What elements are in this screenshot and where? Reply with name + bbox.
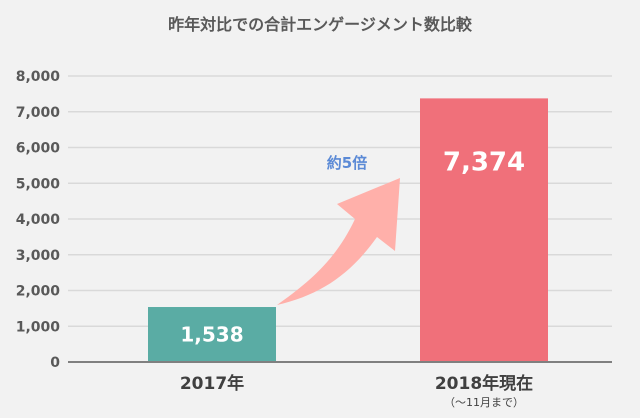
data-label: 7,374	[443, 147, 525, 177]
x-tick-label: 2018年現在	[435, 373, 533, 394]
y-tick-label: 8,000	[16, 69, 61, 85]
y-tick-label: 7,000	[16, 105, 61, 121]
bar	[148, 307, 276, 362]
y-tick-label: 2,000	[16, 284, 61, 300]
x-tick-label: 2017年	[180, 373, 244, 394]
growth-arrow	[277, 178, 400, 305]
data-label: 1,538	[180, 323, 243, 347]
y-tick-label: 4,000	[16, 212, 61, 228]
y-tick-label: 5,000	[16, 176, 61, 192]
x-tick-note: （～11月まで）	[444, 396, 524, 409]
growth-annotation: 約5倍	[327, 154, 367, 172]
chart-title: 昨年対比での合計エンゲージメント数比較	[168, 15, 473, 34]
y-tick-label: 1,000	[16, 319, 61, 335]
y-tick-label: 0	[50, 355, 60, 371]
y-tick-label: 6,000	[16, 141, 61, 157]
bar	[420, 98, 548, 362]
y-tick-label: 3,000	[16, 248, 61, 264]
